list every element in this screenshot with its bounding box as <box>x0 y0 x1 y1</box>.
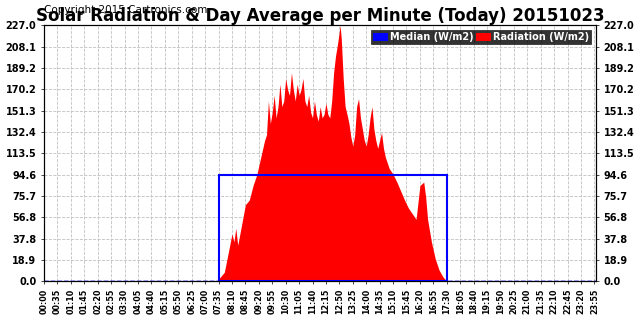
Bar <box>219 175 447 281</box>
Legend: Median (W/m2), Radiation (W/m2): Median (W/m2), Radiation (W/m2) <box>371 30 591 44</box>
Title: Solar Radiation & Day Average per Minute (Today) 20151023: Solar Radiation & Day Average per Minute… <box>36 7 604 25</box>
Text: Copyright 2015 Cartronics.com: Copyright 2015 Cartronics.com <box>44 5 207 15</box>
